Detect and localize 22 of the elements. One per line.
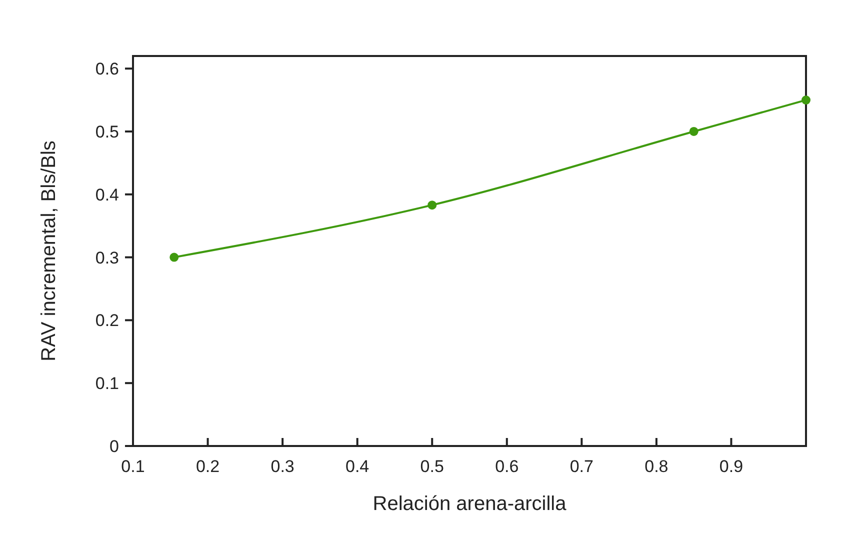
y-tick-label: 0.3 bbox=[95, 248, 119, 268]
y-tick-label: 0.5 bbox=[95, 122, 119, 142]
x-tick-label: 0.9 bbox=[719, 457, 744, 476]
point bbox=[802, 96, 810, 105]
y-tick-label: 0.4 bbox=[95, 185, 119, 204]
y-tick-label: 0.1 bbox=[95, 374, 119, 394]
x-tick-label: 0.1 bbox=[121, 457, 145, 476]
x-tick-label: 0.2 bbox=[196, 457, 220, 476]
x-tick-label: 0.8 bbox=[644, 457, 668, 476]
x-tick-label: 0.3 bbox=[270, 457, 294, 476]
point bbox=[428, 200, 437, 210]
x-tick-label: 0.7 bbox=[570, 457, 594, 476]
y-tick-label: 0 bbox=[110, 437, 119, 456]
point bbox=[170, 252, 179, 262]
x-tick-label: 0.5 bbox=[420, 457, 444, 476]
x-tick-label: 0.4 bbox=[346, 457, 370, 476]
y-tick-label: 0.6 bbox=[95, 60, 119, 79]
x-tick-label: 0.6 bbox=[495, 457, 519, 476]
y-tick-label: 0.2 bbox=[95, 311, 119, 330]
y-axis-title: RAV incremental, Bls/Bls bbox=[38, 140, 60, 362]
x-axis-title: Relación arena-arcilla bbox=[372, 493, 568, 515]
point bbox=[689, 126, 698, 136]
